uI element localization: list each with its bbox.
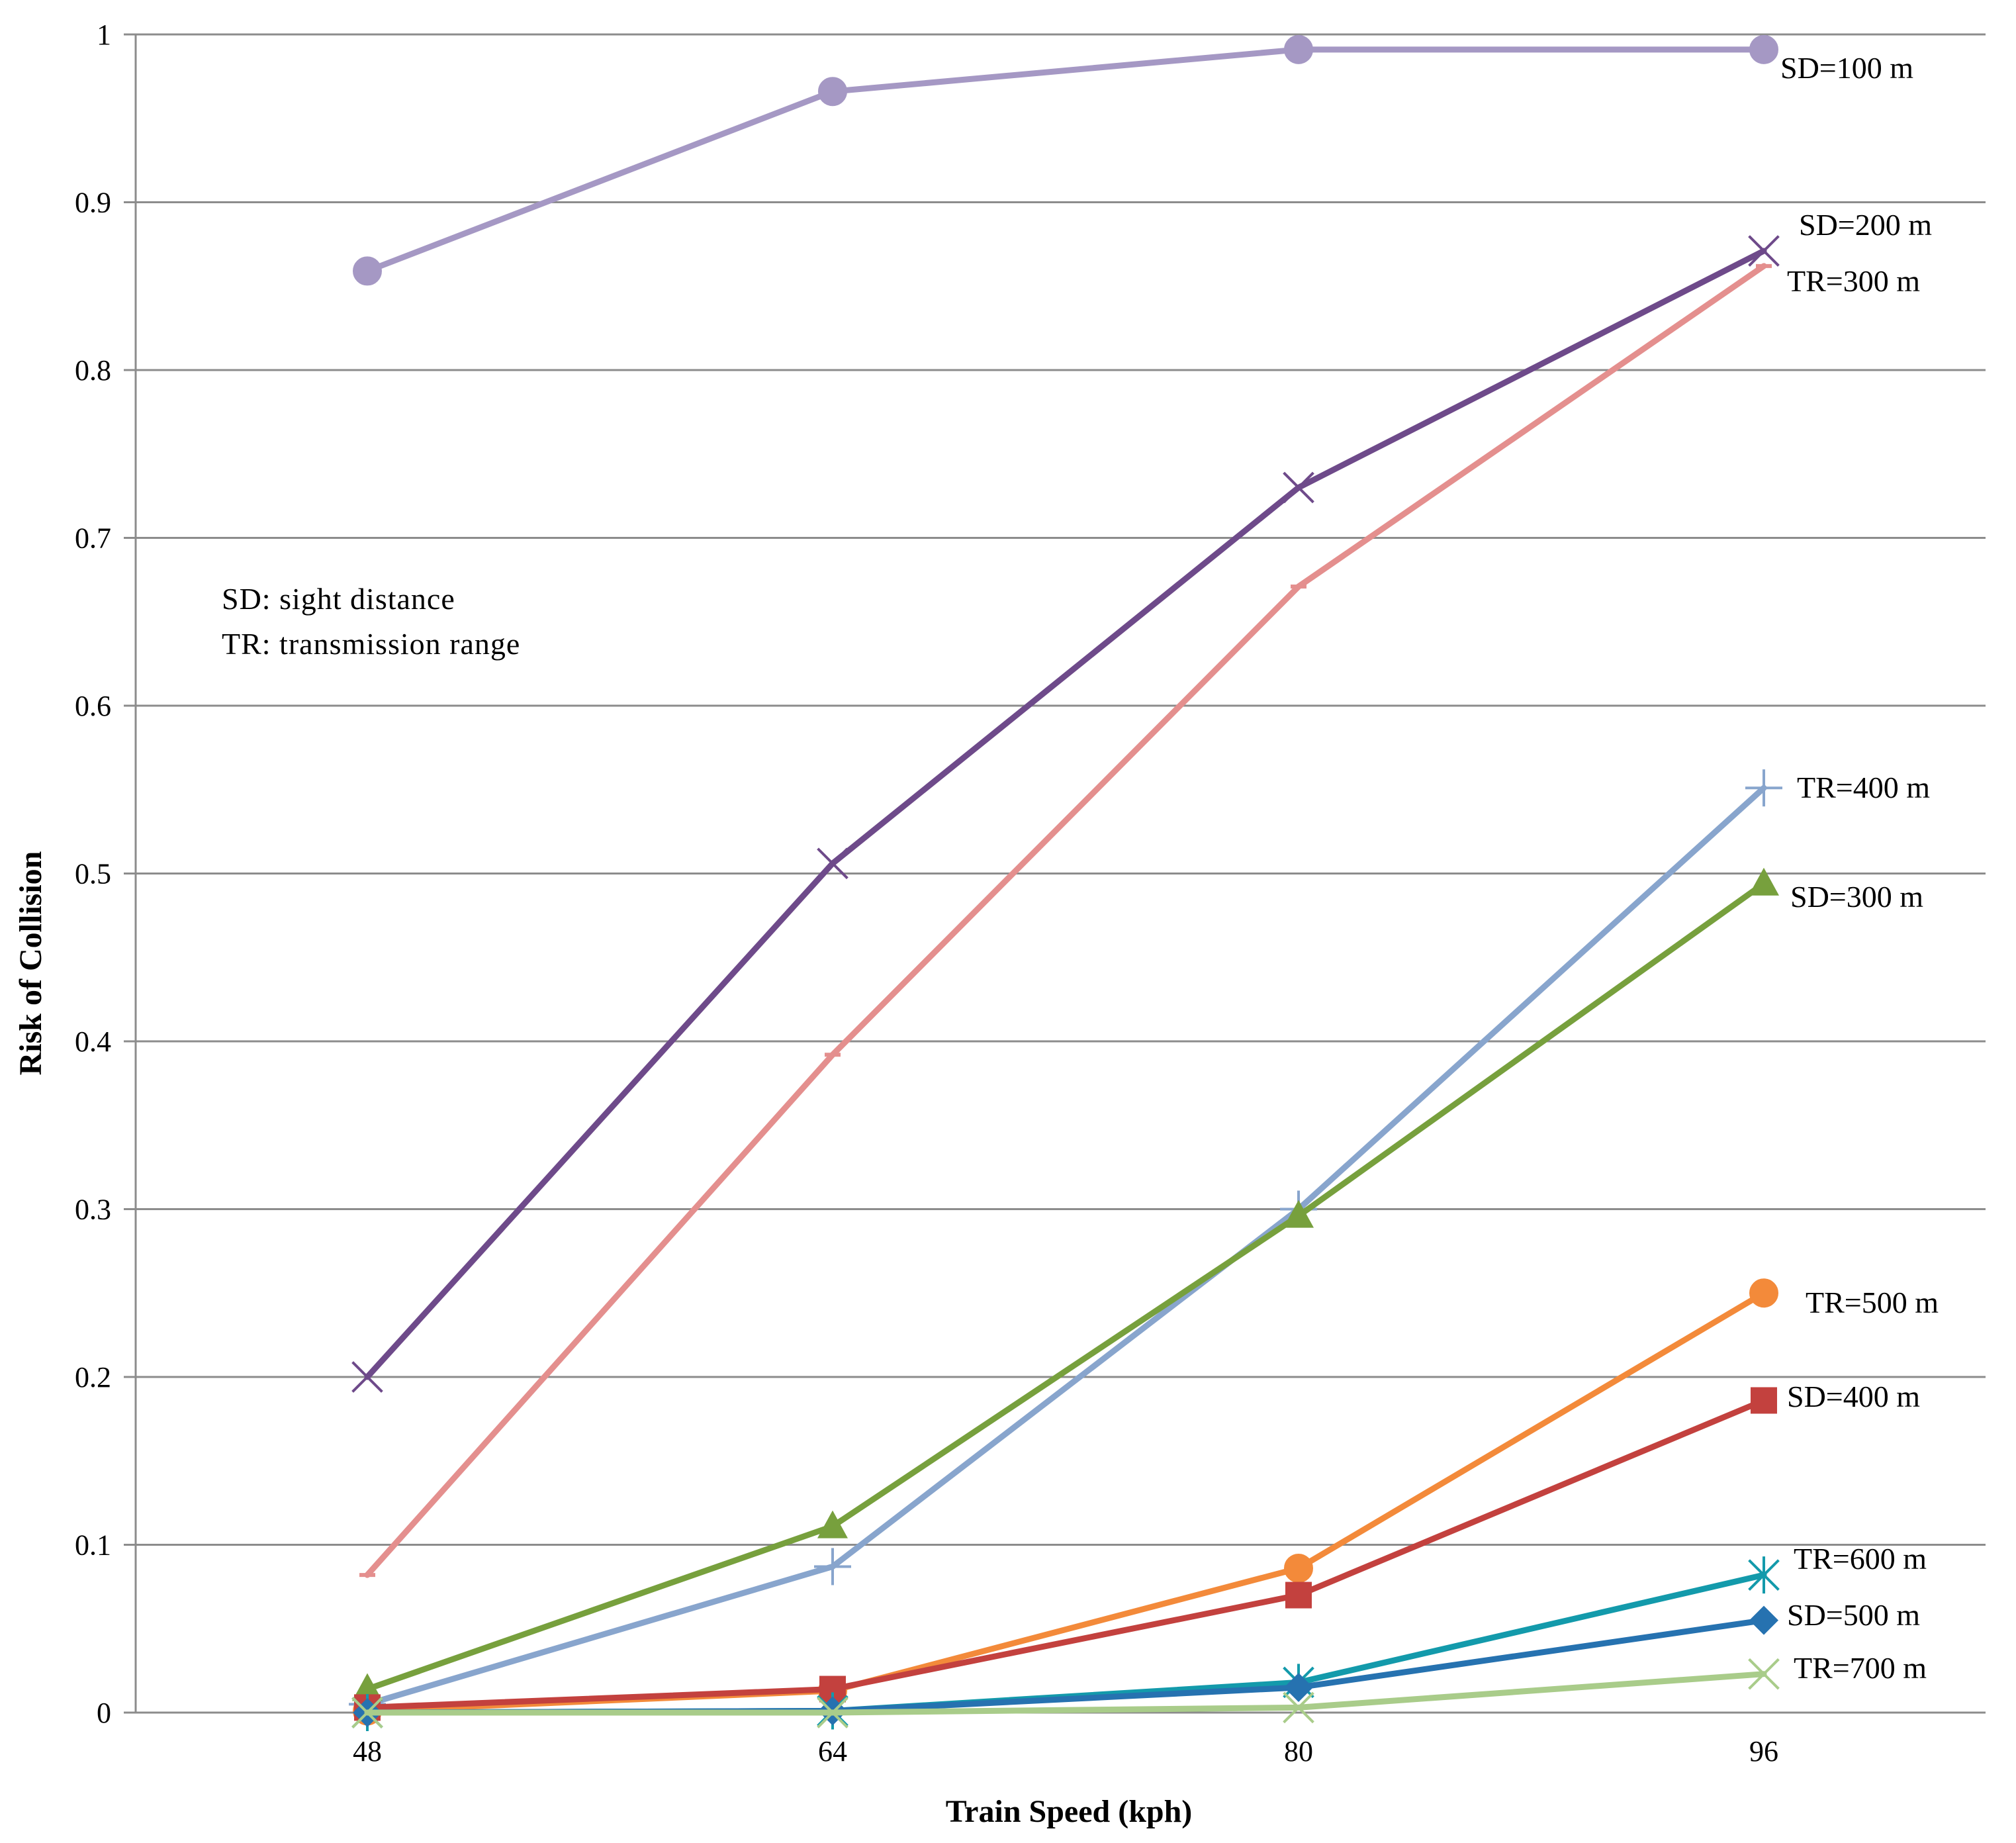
series-line-sd-300-m bbox=[364, 880, 1767, 1693]
series-label-sd-300-m: SD=300 m bbox=[1790, 880, 1923, 914]
series-line-sd-100-m bbox=[364, 46, 1767, 274]
data-point-sd-500-m-96 bbox=[1749, 1605, 1778, 1635]
series-line-tr-400-m bbox=[364, 784, 1767, 1707]
y-tick-label: 0.2 bbox=[75, 1361, 111, 1394]
data-point-sd-200-m-96 bbox=[1748, 235, 1780, 267]
data-point-tr-700-m-64 bbox=[817, 1697, 848, 1728]
data-point-sd-300-m-48 bbox=[352, 1673, 383, 1701]
series-line-tr-700-m bbox=[364, 1671, 1767, 1716]
data-point-sd-300-m-80 bbox=[1283, 1200, 1314, 1228]
data-point-tr-500-m-80 bbox=[1284, 1553, 1313, 1583]
data-point-sd-400-m-96 bbox=[1751, 1387, 1777, 1414]
x-tick-label: 48 bbox=[353, 1735, 382, 1768]
series-label-tr-500-m: TR=500 m bbox=[1806, 1286, 1939, 1319]
x-tick-label: 96 bbox=[1749, 1735, 1778, 1768]
data-point-tr-500-m-96 bbox=[1749, 1278, 1778, 1308]
x-axis-ticks: 48 64 80 96 bbox=[353, 1735, 1778, 1768]
y-tick-label: 0.5 bbox=[75, 858, 111, 890]
series-line-sd-200-m bbox=[364, 248, 1767, 1380]
series-group bbox=[349, 34, 1782, 1731]
x-tick-label: 80 bbox=[1284, 1735, 1313, 1768]
series-label-sd-400-m: SD=400 m bbox=[1787, 1380, 1920, 1413]
x-tick-label: 64 bbox=[818, 1735, 847, 1768]
series-label-tr-700-m: TR=700 m bbox=[1794, 1651, 1927, 1685]
series-label-sd-500-m: SD=500 m bbox=[1787, 1598, 1920, 1632]
data-point-sd-200-m-48 bbox=[351, 1361, 383, 1393]
note-sight-distance: SD: sight distance bbox=[222, 582, 455, 616]
y-tick-label: 0.3 bbox=[75, 1194, 111, 1226]
y-tick-label: 0.1 bbox=[75, 1529, 111, 1562]
data-point-sd-100-m-80 bbox=[1284, 34, 1313, 64]
y-tick-label: 0.9 bbox=[75, 187, 111, 219]
series-label-tr-400-m: TR=400 m bbox=[1797, 771, 1930, 804]
x-axis-title: Train Speed (kph) bbox=[946, 1794, 1193, 1829]
data-point-tr-700-m-48 bbox=[351, 1697, 383, 1728]
data-point-tr-400-m-96 bbox=[1745, 769, 1782, 807]
data-point-sd-500-m-80 bbox=[1284, 1672, 1313, 1702]
data-point-sd-200-m-64 bbox=[817, 847, 848, 880]
series-line-tr-300-m bbox=[364, 263, 1767, 1578]
y-tick-label: 0.8 bbox=[75, 354, 111, 387]
data-point-sd-100-m-48 bbox=[353, 256, 382, 286]
data-point-sd-100-m-64 bbox=[818, 77, 847, 107]
data-point-sd-300-m-96 bbox=[1749, 867, 1779, 896]
data-point-tr-700-m-80 bbox=[1283, 1691, 1314, 1724]
y-axis-title: Risk of Collision bbox=[13, 851, 48, 1076]
y-tick-label: 0.6 bbox=[75, 690, 111, 722]
series-labels: SD=100 m SD=200 m TR=300 m TR=400 m SD=300 m… bbox=[1780, 51, 1939, 1685]
series-line-sd-400-m bbox=[364, 1397, 1767, 1711]
series-label-tr-600-m: TR=600 m bbox=[1794, 1542, 1927, 1576]
note-transmission-range: TR: transmission range bbox=[222, 627, 520, 661]
data-point-sd-200-m-80 bbox=[1283, 471, 1314, 504]
data-point-tr-400-m-64 bbox=[814, 1548, 851, 1585]
y-tick-label: 1 bbox=[97, 19, 111, 51]
y-tick-label: 0.7 bbox=[75, 522, 111, 555]
data-point-tr-600-m-96 bbox=[1748, 1556, 1780, 1594]
y-tick-label: 0 bbox=[97, 1697, 111, 1729]
data-point-sd-100-m-96 bbox=[1749, 34, 1778, 64]
data-point-tr-700-m-96 bbox=[1748, 1658, 1780, 1690]
series-label-tr-300-m: TR=300 m bbox=[1787, 264, 1920, 298]
data-point-sd-300-m-64 bbox=[817, 1510, 848, 1538]
y-axis-ticks: 0 0.1 0.2 0.3 0.4 0.5 0.6 0.7 0.8 0.9 1 bbox=[75, 19, 111, 1729]
data-point-sd-400-m-80 bbox=[1285, 1582, 1312, 1609]
y-tick-label: 0.4 bbox=[75, 1025, 111, 1058]
series-label-sd-100-m: SD=100 m bbox=[1780, 51, 1913, 85]
series-label-sd-200-m: SD=200 m bbox=[1799, 208, 1932, 242]
